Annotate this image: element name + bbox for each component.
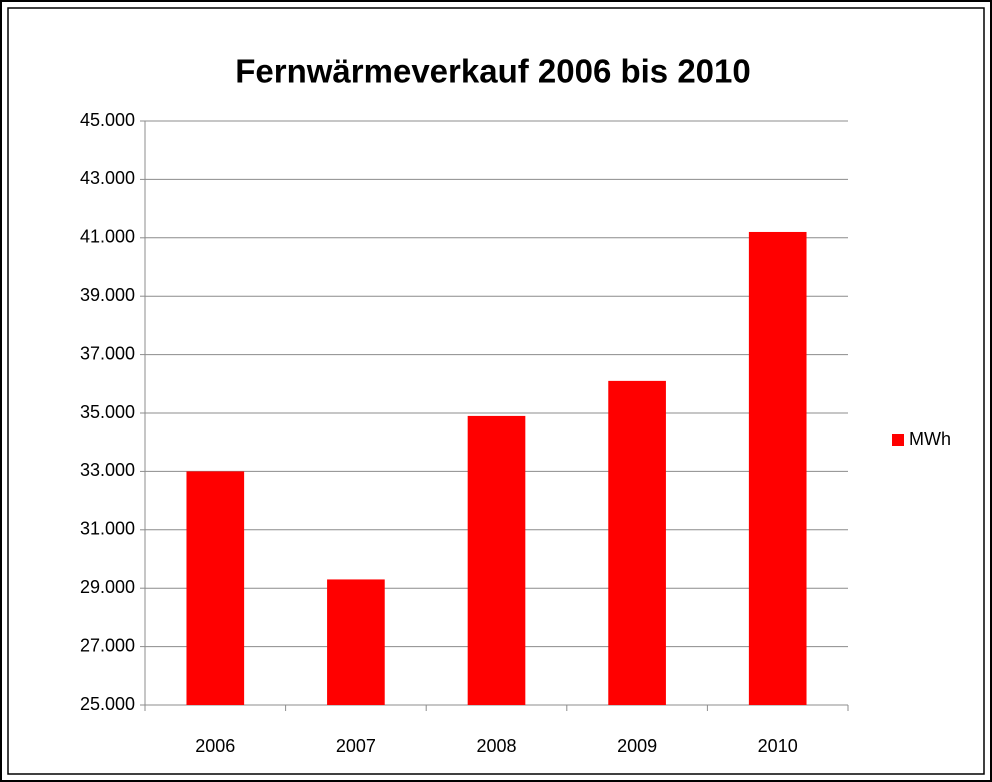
x-tick-label: 2010 bbox=[758, 736, 798, 756]
y-tick-label: 25.000 bbox=[80, 694, 135, 714]
y-tick-label: 41.000 bbox=[80, 227, 135, 247]
bar bbox=[186, 471, 245, 705]
x-tick-label: 2006 bbox=[195, 736, 235, 756]
y-tick-label: 43.000 bbox=[80, 168, 135, 188]
y-tick-label: 37.000 bbox=[80, 343, 135, 363]
y-tick-label: 27.000 bbox=[80, 635, 135, 655]
y-tick-label: 45.000 bbox=[80, 110, 135, 130]
legend-label: MWh bbox=[909, 429, 951, 449]
x-tick-label: 2008 bbox=[476, 736, 516, 756]
chart-title: Fernwärmeverkauf 2006 bis 2010 bbox=[235, 53, 750, 90]
bar bbox=[467, 415, 526, 705]
y-tick-label: 33.000 bbox=[80, 460, 135, 480]
legend-swatch bbox=[892, 434, 904, 446]
y-tick-label: 31.000 bbox=[80, 519, 135, 539]
x-tick-label: 2007 bbox=[336, 736, 376, 756]
y-tick-label: 29.000 bbox=[80, 577, 135, 597]
bar bbox=[608, 380, 666, 705]
y-tick-label: 35.000 bbox=[80, 402, 135, 422]
y-tick-label: 39.000 bbox=[80, 285, 135, 305]
x-tick-label: 2009 bbox=[617, 736, 657, 756]
bar bbox=[327, 579, 385, 705]
bar bbox=[748, 231, 807, 705]
chart-frame bbox=[7, 7, 985, 775]
